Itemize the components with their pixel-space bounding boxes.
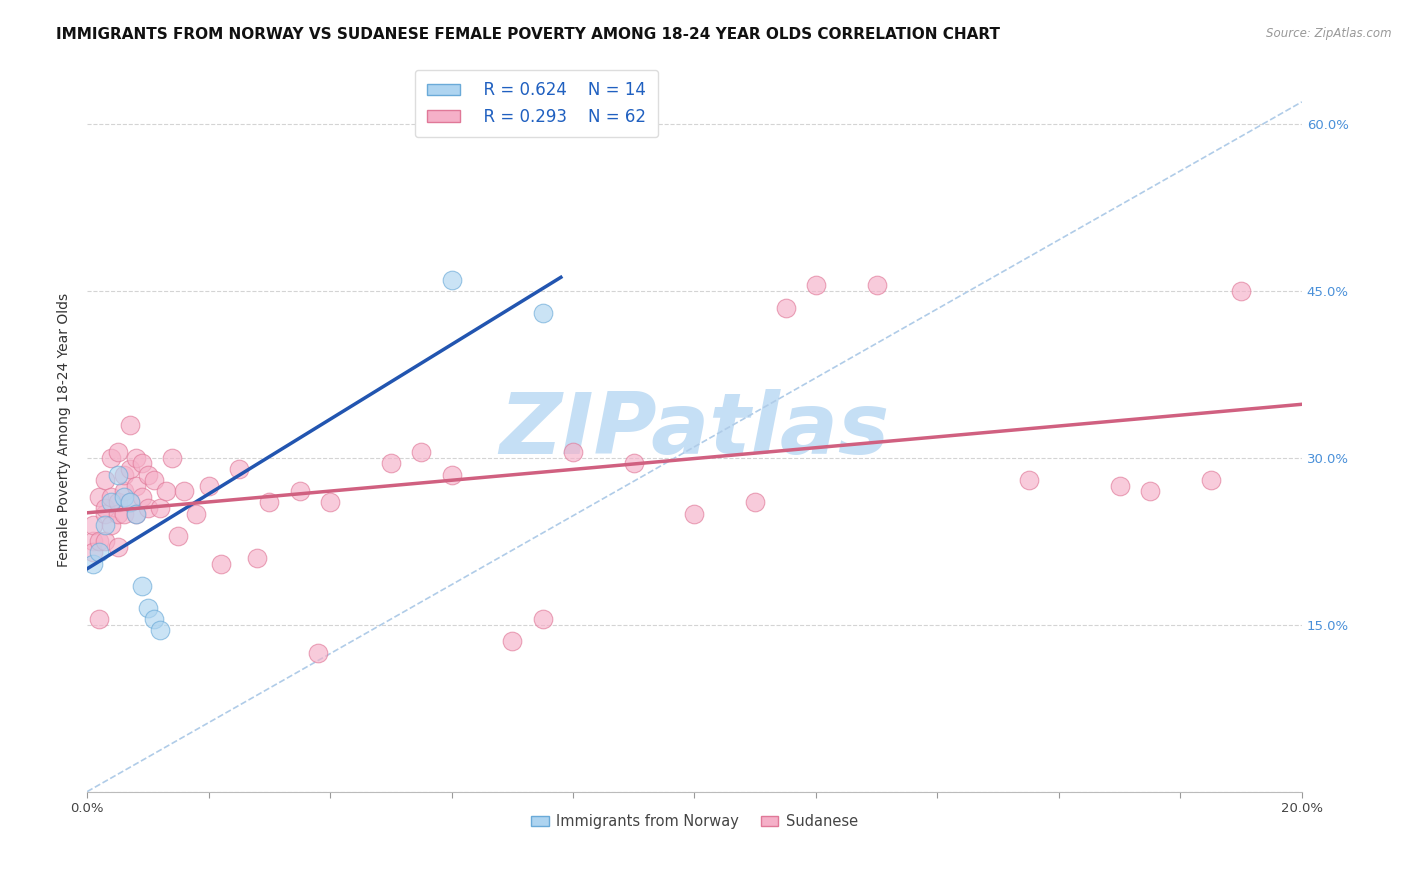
Point — [173, 484, 195, 499]
Text: Source: ZipAtlas.com: Source: ZipAtlas.com — [1267, 27, 1392, 40]
Point — [246, 551, 269, 566]
Point — [531, 612, 554, 626]
Point — [866, 278, 889, 293]
Point — [94, 500, 117, 515]
Point — [167, 529, 190, 543]
Point — [209, 557, 232, 571]
Point — [149, 500, 172, 515]
Point — [118, 417, 141, 432]
Point — [100, 495, 122, 509]
Point — [107, 467, 129, 482]
Point — [100, 450, 122, 465]
Point — [82, 557, 104, 571]
Point — [131, 457, 153, 471]
Point — [94, 517, 117, 532]
Point — [149, 624, 172, 638]
Point — [1230, 284, 1253, 298]
Point — [82, 517, 104, 532]
Text: ZIPatlas: ZIPatlas — [499, 389, 890, 472]
Point — [186, 507, 208, 521]
Point — [94, 473, 117, 487]
Point — [1199, 473, 1222, 487]
Point — [94, 534, 117, 549]
Point — [683, 507, 706, 521]
Point — [112, 507, 135, 521]
Point — [197, 478, 219, 492]
Point — [804, 278, 827, 293]
Point — [89, 545, 111, 559]
Point — [118, 462, 141, 476]
Point — [112, 467, 135, 482]
Point — [531, 306, 554, 320]
Point — [160, 450, 183, 465]
Point — [125, 450, 148, 465]
Point — [107, 495, 129, 509]
Point — [623, 457, 645, 471]
Point — [562, 445, 585, 459]
Point — [259, 495, 281, 509]
Point — [501, 634, 523, 648]
Legend: Immigrants from Norway, Sudanese: Immigrants from Norway, Sudanese — [526, 808, 863, 835]
Point — [125, 507, 148, 521]
Point — [1108, 478, 1130, 492]
Point — [82, 534, 104, 549]
Point — [1018, 473, 1040, 487]
Point — [112, 484, 135, 499]
Point — [107, 507, 129, 521]
Point — [440, 273, 463, 287]
Point — [440, 467, 463, 482]
Point — [89, 612, 111, 626]
Point — [228, 462, 250, 476]
Point — [107, 445, 129, 459]
Point — [288, 484, 311, 499]
Point — [307, 646, 329, 660]
Point — [775, 301, 797, 315]
Point — [143, 612, 166, 626]
Point — [411, 445, 433, 459]
Point — [118, 495, 141, 509]
Point — [136, 467, 159, 482]
Point — [125, 507, 148, 521]
Point — [100, 490, 122, 504]
Y-axis label: Female Poverty Among 18-24 Year Olds: Female Poverty Among 18-24 Year Olds — [58, 293, 72, 567]
Point — [82, 545, 104, 559]
Point — [89, 490, 111, 504]
Point — [100, 517, 122, 532]
Point — [94, 507, 117, 521]
Point — [143, 473, 166, 487]
Text: IMMIGRANTS FROM NORWAY VS SUDANESE FEMALE POVERTY AMONG 18-24 YEAR OLDS CORRELAT: IMMIGRANTS FROM NORWAY VS SUDANESE FEMAL… — [56, 27, 1000, 42]
Point — [112, 490, 135, 504]
Point — [136, 500, 159, 515]
Point — [125, 478, 148, 492]
Point — [136, 601, 159, 615]
Point — [131, 490, 153, 504]
Point — [155, 484, 177, 499]
Point — [319, 495, 342, 509]
Point — [1139, 484, 1161, 499]
Point — [380, 457, 402, 471]
Point — [744, 495, 766, 509]
Point — [89, 534, 111, 549]
Point — [131, 579, 153, 593]
Point — [118, 495, 141, 509]
Point — [107, 540, 129, 554]
